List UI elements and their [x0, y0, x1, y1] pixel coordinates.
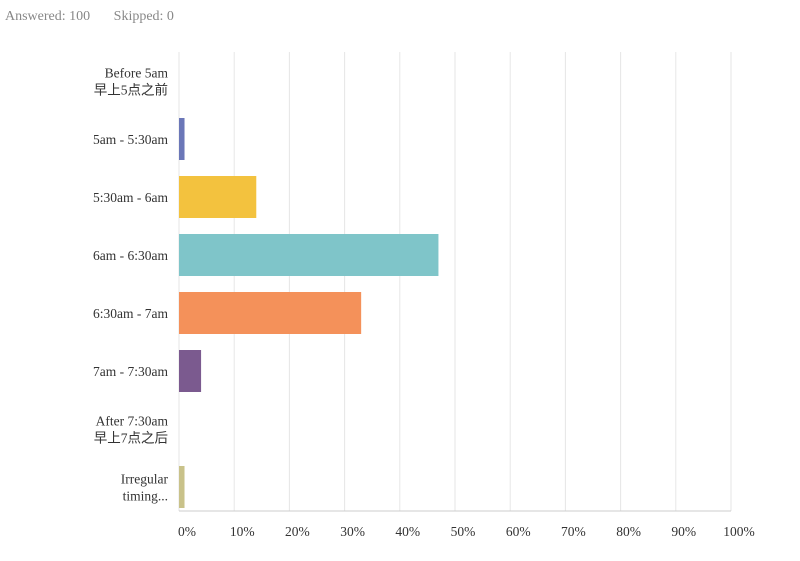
gridlines — [178, 52, 732, 511]
bars — [179, 118, 439, 508]
category-label: timing... — [123, 489, 168, 504]
x-axis-tick-labels: 0% 10% 20% 30% 40% 50% 60% 70% 80% 90% 100% — [178, 524, 755, 539]
bar — [179, 176, 257, 218]
category-label: Before 5am — [105, 66, 169, 81]
category-label: 7am - 7:30am — [93, 364, 168, 379]
category-label: 6:30am - 7am — [93, 306, 168, 321]
x-tick-label: 40% — [395, 524, 420, 539]
x-tick-label: 10% — [230, 524, 255, 539]
category-label: 6am - 6:30am — [93, 248, 168, 263]
category-label: 5am - 5:30am — [93, 132, 168, 147]
bar — [179, 466, 185, 508]
category-label: Irregular — [121, 472, 169, 487]
bar — [179, 118, 185, 160]
x-tick-label: 0% — [178, 524, 196, 539]
x-tick-label: 100% — [723, 524, 755, 539]
bar — [179, 292, 362, 334]
category-label: 早上7点之后 — [94, 431, 168, 446]
x-tick-label: 60% — [506, 524, 531, 539]
x-tick-label: 90% — [671, 524, 696, 539]
category-label: 早上5点之前 — [94, 82, 168, 98]
response-summary: Answered: 100 Skipped: 0 — [5, 9, 194, 25]
skipped-count: Skipped: 0 — [113, 9, 174, 24]
category-label: 5:30am - 6am — [93, 190, 168, 205]
x-tick-label: 50% — [451, 524, 476, 539]
category-label: After 7:30am — [96, 414, 169, 429]
x-tick-label: 80% — [616, 524, 641, 539]
bar — [179, 234, 439, 276]
x-tick-label: 70% — [561, 524, 586, 539]
answered-count: Answered: 100 — [5, 9, 91, 24]
x-tick-label: 30% — [340, 524, 365, 539]
bar — [179, 350, 202, 392]
x-tick-label: 20% — [285, 524, 310, 539]
